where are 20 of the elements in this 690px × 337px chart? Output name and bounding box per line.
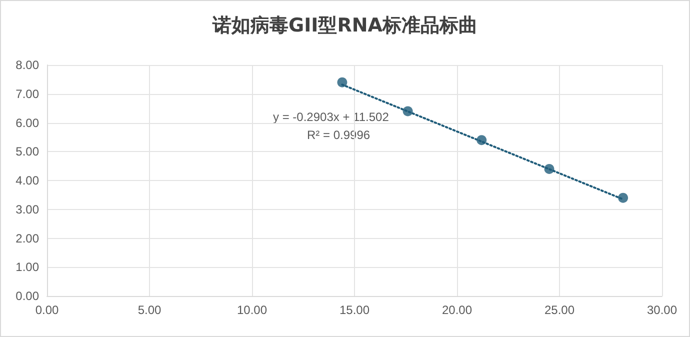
x-tick-label: 5.00 bbox=[138, 303, 162, 317]
x-tick-label: 10.00 bbox=[236, 303, 268, 317]
annotation: y = -0.2903x + 11.502 bbox=[273, 110, 390, 124]
y-tick-label: 1.00 bbox=[16, 260, 40, 274]
x-tick-label: 0.00 bbox=[35, 303, 59, 317]
x-tick-label: 30.00 bbox=[646, 303, 678, 317]
y-tick-label: 8.00 bbox=[16, 58, 40, 72]
y-tick-label: 7.00 bbox=[16, 86, 40, 101]
x-tick-label: 15.00 bbox=[339, 303, 370, 317]
y-tick-label: 3.00 bbox=[16, 202, 40, 216]
x-tick-label: 20.00 bbox=[442, 303, 472, 317]
y-tick-label: 6.00 bbox=[16, 116, 40, 130]
y-tick-label: 0.00 bbox=[16, 289, 40, 303]
annotation: R² = 0.9996 bbox=[307, 128, 370, 142]
y-tick-label: 5.00 bbox=[16, 144, 40, 159]
y-tick-label: 4.00 bbox=[16, 174, 40, 188]
chart-title: 诺如病毒GII型RNA标准品标曲 bbox=[212, 14, 478, 36]
point bbox=[618, 192, 628, 203]
y-tick-label: 2.00 bbox=[16, 231, 40, 246]
x-tick-label: 25.00 bbox=[544, 303, 575, 317]
